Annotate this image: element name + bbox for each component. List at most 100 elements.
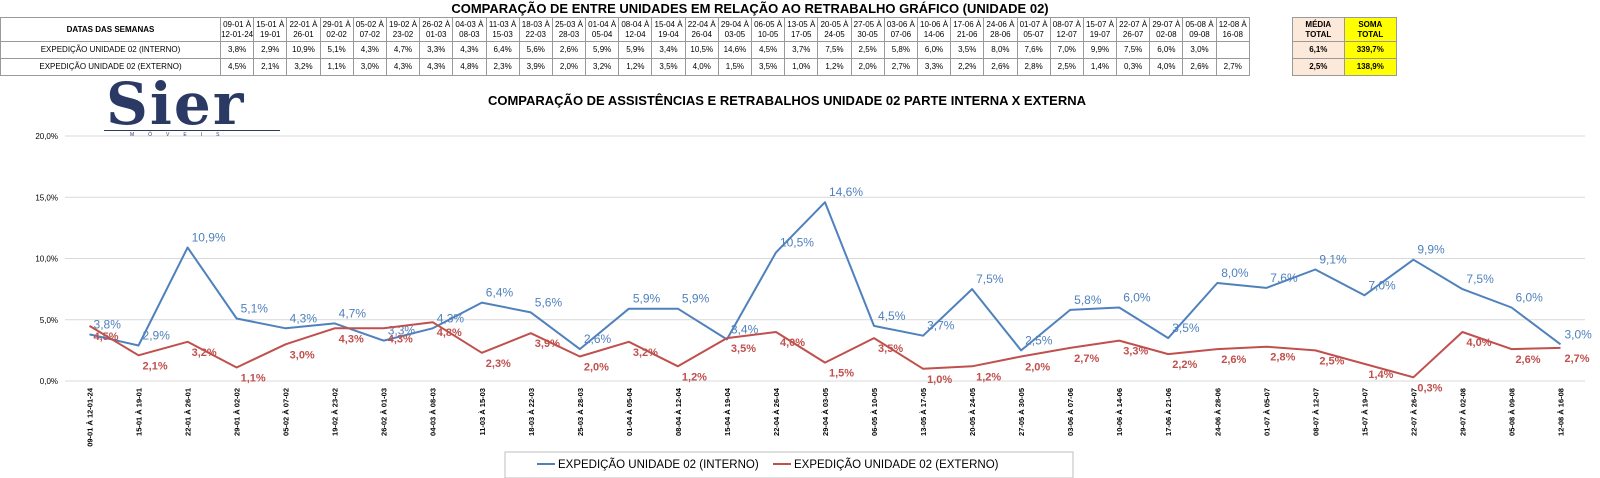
data-label: 2,5% bbox=[1025, 333, 1053, 347]
x-tick-label: 04-03 À 08-03 bbox=[429, 388, 438, 436]
logo-wordmark: Sier bbox=[106, 70, 246, 138]
week-header-cell: 01-04 À 05-04 bbox=[585, 17, 620, 42]
x-tick-label: 08-04 À 12-04 bbox=[674, 387, 683, 436]
x-tick-label: 01-04 À 05-04 bbox=[625, 387, 634, 436]
table-cell: 2,1% bbox=[253, 58, 288, 76]
table-cell: 2,6% bbox=[551, 41, 587, 59]
data-label: 10,5% bbox=[780, 235, 814, 249]
data-label: 3,5% bbox=[731, 343, 756, 355]
blank-cell bbox=[1249, 18, 1292, 42]
media-value: 6,1% bbox=[1291, 41, 1345, 59]
sier-logo: Sier MÓVEIS bbox=[104, 70, 280, 142]
data-label: 3,5% bbox=[1172, 321, 1200, 335]
table-cell: 7,0% bbox=[1049, 41, 1084, 59]
table-cell: 2,5% bbox=[850, 41, 885, 59]
data-label: 2,6% bbox=[584, 332, 612, 346]
week-header-cell: 27-05 À 30-05 bbox=[850, 17, 885, 42]
table-cell: 3,3% bbox=[916, 58, 952, 76]
table-cell: 4,3% bbox=[385, 58, 421, 76]
x-tick-label: 27-05 À 30-05 bbox=[1017, 388, 1026, 436]
chart-title: COMPARAÇÃO DE ASSISTÊNCIAS E RETRABALHOS… bbox=[488, 93, 1087, 108]
y-tick-label: 15,0% bbox=[35, 193, 58, 202]
x-tick-label: 09-01 À 12-01-24 bbox=[86, 387, 95, 447]
week-header-cell: 19-02 À 23-02 bbox=[385, 17, 421, 42]
table-cell: 3,2% bbox=[585, 58, 620, 76]
legend-entry: EXPEDIÇÃO UNIDADE 02 (INTERNO) bbox=[558, 458, 759, 471]
table-cell: 2,8% bbox=[1016, 58, 1051, 76]
x-tick-label: 24-06 À 28-06 bbox=[1213, 388, 1222, 436]
x-tick-label: 03-06 À 07-06 bbox=[1066, 388, 1075, 436]
y-tick-label: 10,0% bbox=[35, 255, 58, 264]
x-tick-label: 17-06 À 21-06 bbox=[1164, 388, 1173, 436]
table-cell: 2,6% bbox=[983, 58, 1018, 76]
data-label: 0,3% bbox=[1417, 382, 1442, 394]
x-tick-label: 22-04 À 26-04 bbox=[772, 387, 781, 436]
data-label: 3,2% bbox=[633, 347, 658, 359]
data-label: 4,3% bbox=[437, 311, 465, 325]
table-cell: 3,0% bbox=[1182, 41, 1217, 59]
x-tick-label: 10-06 À 14-06 bbox=[1115, 388, 1124, 436]
table-cell: 2,6% bbox=[1182, 58, 1217, 76]
x-tick-label: 15-04 À 19-04 bbox=[723, 387, 732, 436]
data-label: 9,9% bbox=[1417, 243, 1445, 257]
table-cell: 3,8% bbox=[219, 41, 255, 59]
x-tick-label: 15-07 À 19-07 bbox=[1360, 388, 1369, 436]
data-label: 2,0% bbox=[584, 362, 609, 374]
soma-header: SOMA TOTAL bbox=[1343, 17, 1397, 42]
week-header-cell: 17-06 À 21-06 bbox=[950, 17, 985, 42]
week-header-cell: 29-07 À 02-08 bbox=[1149, 17, 1184, 42]
data-label: 2,0% bbox=[1025, 362, 1050, 374]
table-cell: 4,0% bbox=[684, 58, 719, 76]
table-cell: 2,9% bbox=[253, 41, 288, 59]
x-tick-label: 18-03 À 22-03 bbox=[527, 388, 536, 436]
table-cell: 2,5% bbox=[1049, 58, 1084, 76]
week-header-cell: 24-06 À 28-06 bbox=[983, 17, 1018, 42]
table-cell: 4,3% bbox=[352, 41, 387, 59]
table-cell: 3,5% bbox=[950, 41, 985, 59]
table-cell: 2,7% bbox=[1215, 58, 1250, 76]
chart-area: COMPARAÇÃO DE ASSISTÊNCIAS E RETRABALHOS… bbox=[0, 82, 1600, 478]
data-label: 3,7% bbox=[927, 319, 955, 333]
series-line-interno bbox=[89, 201, 1562, 352]
table-cell: 5,9% bbox=[618, 41, 653, 59]
data-label: 3,0% bbox=[290, 349, 315, 361]
x-tick-label: 22-01 À 26-01 bbox=[184, 388, 193, 436]
data-label: 5,1% bbox=[241, 302, 269, 316]
data-label: 7,6% bbox=[1270, 271, 1298, 285]
x-tick-label: 08-07 À 12-07 bbox=[1311, 388, 1320, 436]
table-cell bbox=[1215, 41, 1250, 59]
week-header-cell: 04-03 À 08-03 bbox=[452, 17, 487, 42]
data-label: 4,3% bbox=[388, 333, 413, 345]
week-header-cell: 11-03 À 15-03 bbox=[485, 17, 520, 42]
week-header-cell: 18-03 À 22-03 bbox=[518, 17, 553, 42]
x-tick-label: 19-02 À 23-02 bbox=[331, 388, 340, 436]
data-label: 2,6% bbox=[1221, 354, 1246, 366]
data-label: 1,0% bbox=[927, 374, 952, 386]
table-cell: 5,6% bbox=[518, 41, 553, 59]
data-label: 1,2% bbox=[682, 371, 707, 383]
table-cell: 5,9% bbox=[585, 41, 620, 59]
table-cell: 2,0% bbox=[551, 58, 587, 76]
table-cell: 5,1% bbox=[319, 41, 354, 59]
table-cell: 3,2% bbox=[286, 58, 321, 76]
table-cell: 2,3% bbox=[485, 58, 520, 76]
week-header-cell: 29-04 À 03-05 bbox=[717, 17, 753, 42]
week-header-cell: 22-01 À 26-01 bbox=[286, 17, 321, 42]
data-label: 3,0% bbox=[1564, 327, 1592, 341]
week-header-cell: 29-01 À 02-02 bbox=[319, 17, 354, 42]
data-label: 1,4% bbox=[1368, 369, 1393, 381]
data-label: 1,5% bbox=[829, 368, 854, 380]
table-cell: 6,0% bbox=[916, 41, 952, 59]
data-label: 2,7% bbox=[1564, 353, 1589, 365]
x-tick-label: 29-01 À 02-02 bbox=[233, 388, 242, 436]
table-cell: 7,5% bbox=[1116, 41, 1151, 59]
data-label: 2,8% bbox=[1270, 352, 1295, 364]
table-cell: 14,6% bbox=[717, 41, 753, 59]
header-label: DATAS DAS SEMANAS bbox=[0, 17, 221, 42]
data-label: 6,0% bbox=[1123, 291, 1151, 305]
week-header-cell: 22-04 À 26-04 bbox=[684, 17, 719, 42]
media-value: 2,5% bbox=[1291, 58, 1345, 76]
table-cell: 8,0% bbox=[983, 41, 1018, 59]
y-tick-label: 0,0% bbox=[40, 377, 58, 386]
table-cell: 2,2% bbox=[950, 58, 985, 76]
